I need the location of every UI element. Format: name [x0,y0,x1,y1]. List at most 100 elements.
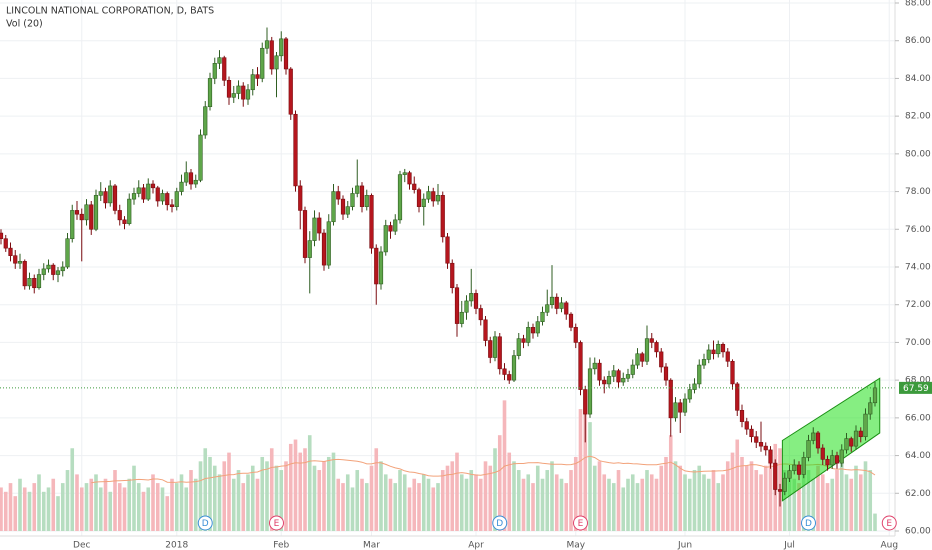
event-label: D [202,519,209,529]
candle-body [298,185,303,211]
candle-body [644,338,650,362]
volume-bar [611,483,616,531]
volume-bar [664,456,668,531]
candle-body [701,359,707,366]
volume-bar [455,452,459,531]
volume-bar [312,465,317,531]
volume-bar [858,474,863,531]
x-tick-label: Mar [363,541,380,550]
volume-bar [668,435,673,531]
y-tick-label: 80.00 [905,149,931,159]
candle-body [65,238,70,268]
x-tick-label: Aug [880,541,898,550]
volume-bar [820,474,825,531]
volume-bar [18,478,22,531]
volume-bar [459,474,464,531]
candle-body [169,204,175,207]
candle-body [340,198,346,215]
candle-body [27,278,32,287]
volume-bar [621,487,626,531]
y-tick-label: 84.00 [905,74,931,84]
volume-bar [260,456,265,531]
volume-bar [426,478,431,531]
volume-bar [217,474,222,531]
volume-bar [65,470,70,531]
volume-bar [56,496,60,531]
volume-bar [412,478,417,531]
candle-body [554,296,559,309]
candle-body [820,447,825,460]
volume-bar [350,487,355,531]
volume-bar [179,474,184,531]
volume-bar [825,483,830,531]
candle-body [730,360,735,385]
candle-body [397,174,403,221]
candle-body [521,338,526,343]
candle-body [758,442,764,447]
candle-body [317,217,322,234]
candle-body [336,191,341,200]
candle-body [720,344,726,353]
volume-bar [659,465,664,531]
candle-body [364,195,369,207]
volume-bar [849,478,854,531]
volume-bar [331,452,336,531]
candle-body [431,191,436,202]
volume-pane [0,396,877,531]
candle-body [117,210,122,221]
candle-body [160,193,165,202]
candle-body [388,225,393,232]
candle-body [478,308,483,321]
volume-bar [170,478,174,531]
volume-bar [231,478,236,531]
volume-bar [811,478,816,531]
volume-bar [279,470,284,531]
volume-bar [141,491,146,531]
volume-bar [369,465,374,531]
volume-bar [607,478,611,531]
volume-bar [592,465,597,531]
volume-bar [89,478,94,531]
candle-body [602,379,607,385]
candle-body [198,134,203,181]
candle-body [279,38,284,57]
volume-bar [3,491,8,531]
candle-body [3,238,8,249]
candle-body [369,195,374,249]
volume-bar [516,470,521,531]
volume-bar [730,452,735,531]
volume-bar [298,452,303,531]
volume-bar [550,461,554,531]
candle-body [245,89,251,100]
volume-bar [398,470,402,531]
volume-bar [155,483,160,531]
candle-body [136,187,141,194]
candle-body [155,187,160,202]
x-tick-label: Apr [468,541,484,550]
volume-bar [478,478,483,531]
y-tick-label: 64.00 [905,451,931,461]
candle-body [231,93,236,98]
volume-bar [274,465,279,531]
volume-bar [108,491,113,531]
volume-bar [806,470,811,531]
candle-body [507,374,512,381]
volume-bar [250,465,255,531]
event-marker [801,515,816,531]
volume-bar [635,483,640,531]
volume-bar [839,461,844,531]
candle-body [768,449,773,464]
candle-body [22,261,27,287]
volume-bar [801,474,806,531]
volume-bar [697,465,702,531]
candle-body [868,402,873,415]
candle-body [60,266,65,272]
candle-body [806,440,811,458]
volume-bar [535,465,540,531]
volume-bar [692,470,697,531]
candle-body [416,189,422,207]
y-tick-label: 88.00 [905,0,931,9]
volume-bar [60,483,65,531]
volume-bar [222,461,227,531]
